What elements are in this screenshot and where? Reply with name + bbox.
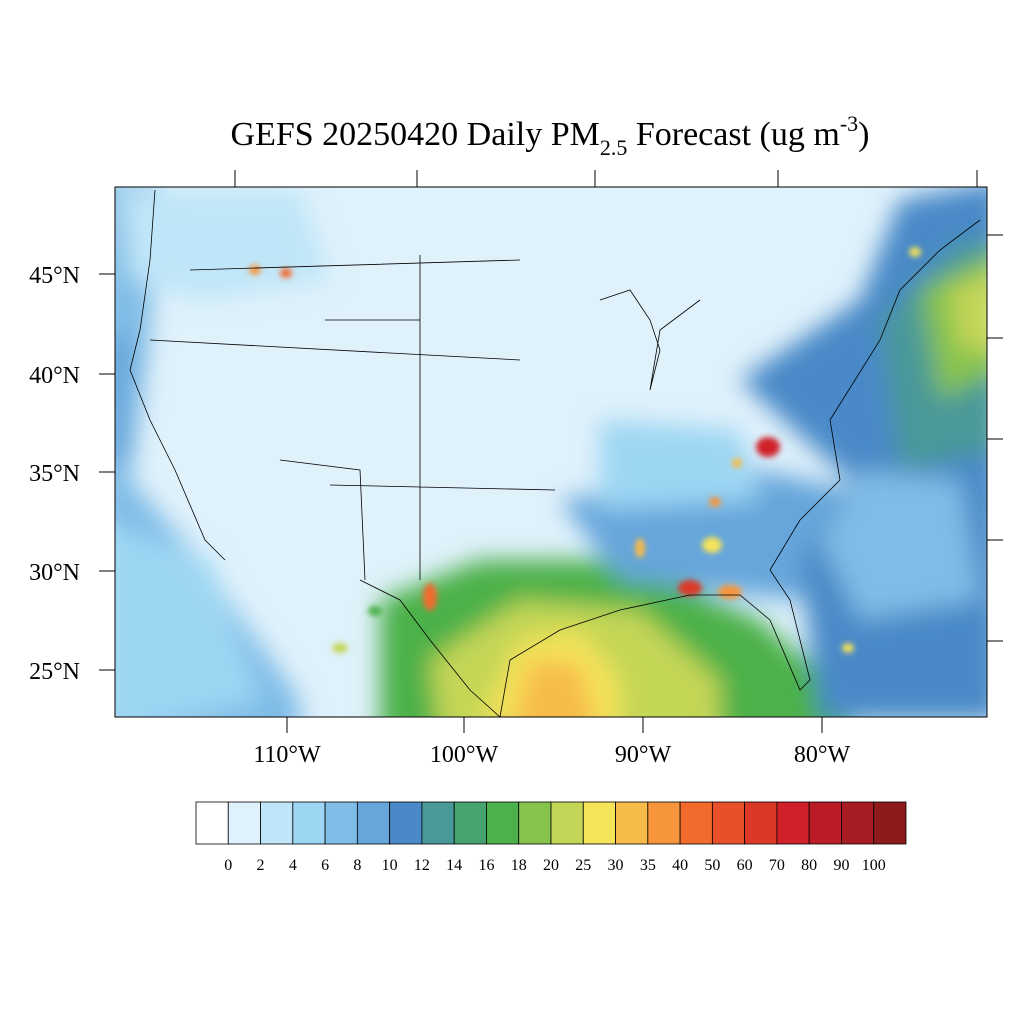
colorbar-box xyxy=(356,801,391,845)
colorbar-label: 25 xyxy=(575,857,591,874)
colorbar-label: 50 xyxy=(704,857,720,874)
colorbar-box xyxy=(292,801,326,845)
colorbar-box xyxy=(873,801,907,845)
map xyxy=(115,187,987,717)
lat-label: 30°N xyxy=(29,560,80,586)
colorbar-box xyxy=(744,801,778,845)
colorbar-box xyxy=(518,801,552,845)
colorbar-label: 90 xyxy=(833,857,849,874)
lat-label: 40°N xyxy=(29,363,80,389)
colorbar-box xyxy=(550,801,584,845)
colorbar-label: 60 xyxy=(737,857,753,874)
colorbar-label: 30 xyxy=(608,857,624,874)
colorbar-box xyxy=(808,801,842,845)
colorbar-label: 14 xyxy=(446,857,462,874)
colorbar-label: 80 xyxy=(801,857,817,874)
colorbar-label: 100 xyxy=(862,857,886,874)
map-ticks xyxy=(99,170,1003,733)
colorbar-box xyxy=(679,801,713,845)
colorbar-label: 16 xyxy=(478,857,494,874)
colorbar-label: 10 xyxy=(382,857,398,874)
colorbar-label: 35 xyxy=(640,857,656,874)
colorbar-box xyxy=(324,801,358,845)
title-main: GEFS 20250420 Daily PM xyxy=(231,116,600,153)
colorbar-label: 4 xyxy=(289,857,297,874)
colorbar-label: 40 xyxy=(672,857,688,874)
colorbar-box xyxy=(711,801,746,845)
colorbar-box xyxy=(421,801,455,845)
title: GEFS 20250420 Daily PM2.5 Forecast (ug m… xyxy=(231,111,870,160)
colorbar-box xyxy=(486,801,520,845)
lat-label: 35°N xyxy=(29,461,80,487)
colorbar-box xyxy=(841,801,875,845)
colorbar-label: 70 xyxy=(769,857,785,874)
colorbar-box xyxy=(260,801,294,845)
map-frame xyxy=(114,186,988,718)
colorbar-box xyxy=(776,801,810,845)
lat-label: 25°N xyxy=(29,659,80,685)
colorbar-label: 12 xyxy=(414,857,430,874)
colorbar-label: 6 xyxy=(321,857,329,874)
lon-label: 110°W xyxy=(253,742,321,768)
title-mid: Forecast (ug m xyxy=(627,116,839,153)
colorbar-label: 0 xyxy=(224,857,232,874)
lat-label: 45°N xyxy=(29,263,80,289)
lon-label: 90°W xyxy=(615,742,672,768)
lon-label: 80°W xyxy=(794,742,851,768)
colorbar-label: 2 xyxy=(257,857,265,874)
colorbar-box xyxy=(389,801,423,845)
colorbar-label: 20 xyxy=(543,857,559,874)
colorbar-box xyxy=(227,801,261,845)
title-sup: -3 xyxy=(840,111,858,136)
colorbar: 0 2 4 6 8 10 12 14 16 18 20 25 30 35 40 50 60 70 80 90 100 xyxy=(195,801,907,874)
colorbar-box xyxy=(615,801,649,845)
colorbar-box xyxy=(453,801,487,845)
colorbar-box xyxy=(582,801,616,845)
colorbar-box xyxy=(195,801,229,845)
title-end: ) xyxy=(858,116,869,153)
lon-label: 100°W xyxy=(430,742,499,768)
colorbar-label: 8 xyxy=(353,857,361,874)
title-sub: 2.5 xyxy=(600,135,628,160)
colorbar-box xyxy=(647,801,681,845)
colorbar-label: 18 xyxy=(511,857,527,874)
